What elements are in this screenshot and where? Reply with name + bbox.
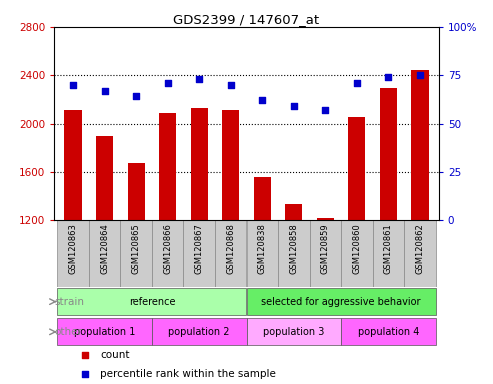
Text: GSM120865: GSM120865 [132,223,141,274]
Text: GSM120863: GSM120863 [69,223,77,274]
Text: percentile rank within the sample: percentile rank within the sample [101,369,276,379]
Bar [120,220,152,286]
Bar [89,220,120,286]
Text: GSM120866: GSM120866 [163,223,172,274]
Point [321,107,329,113]
Text: GSM120859: GSM120859 [321,223,330,274]
Text: selected for aggressive behavior: selected for aggressive behavior [261,297,421,307]
Bar [348,118,365,365]
Point [290,103,298,109]
Point [385,74,392,80]
Text: population 4: population 4 [357,327,419,337]
Bar [341,318,436,346]
Text: count: count [101,350,130,360]
Text: GSM120862: GSM120862 [416,223,424,274]
Text: strain: strain [55,297,85,307]
Bar [373,220,404,286]
Bar [215,220,246,286]
Bar [411,70,428,365]
Point [227,82,235,88]
Bar [152,220,183,286]
Bar [183,220,215,286]
Point [132,93,140,99]
Bar [57,220,89,286]
Bar [65,110,82,365]
Text: population 2: population 2 [169,327,230,337]
Point [258,97,266,103]
Point [416,72,424,78]
Bar [317,218,334,365]
Text: population 1: population 1 [74,327,136,337]
Bar [310,220,341,286]
Bar [96,136,113,365]
Text: GSM120858: GSM120858 [289,223,298,274]
Bar [191,108,208,365]
Bar [152,318,246,346]
Bar [57,288,246,315]
Bar [278,220,310,286]
Text: GSM120838: GSM120838 [258,223,267,274]
Bar [57,318,152,346]
Bar [222,110,240,365]
Point [69,82,77,88]
Text: reference: reference [129,297,175,307]
Text: GSM120864: GSM120864 [100,223,109,274]
Bar [246,220,278,286]
Point [353,80,361,86]
Text: population 3: population 3 [263,327,324,337]
Point [101,88,108,94]
Text: other: other [55,327,83,337]
Bar [246,288,436,315]
Bar [380,88,397,365]
Text: GSM120861: GSM120861 [384,223,393,274]
Text: GSM120868: GSM120868 [226,223,235,274]
Title: GDS2399 / 147607_at: GDS2399 / 147607_at [174,13,319,26]
Bar [404,220,436,286]
Text: GSM120860: GSM120860 [352,223,361,274]
Bar [253,177,271,365]
Bar [159,113,176,365]
Point [164,80,172,86]
Bar [128,163,145,365]
Bar [285,204,302,365]
Point [195,76,203,82]
Bar [246,318,341,346]
Bar [341,220,373,286]
Text: GSM120867: GSM120867 [195,223,204,274]
